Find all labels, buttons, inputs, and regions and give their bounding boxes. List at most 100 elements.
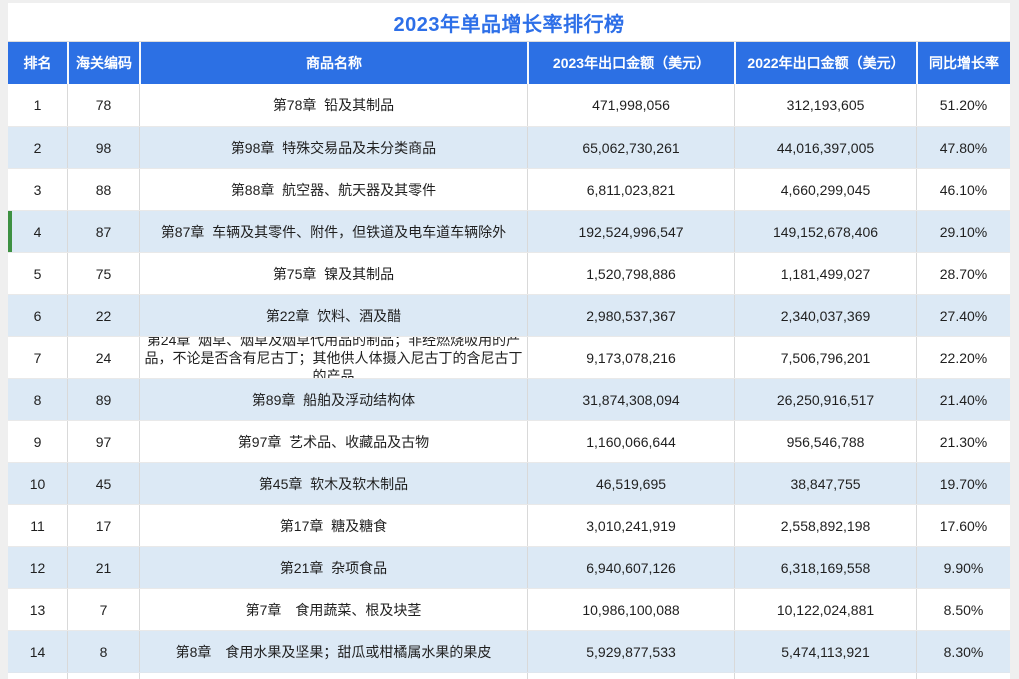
table-body: 1 78 第78章 铅及其制品 471,998,056 312,193,605 51.20…: [8, 84, 1010, 672]
ranking-table-panel: 2023年单品增长率排行榜 排名 海关编码 商品名称 2023年出口金额（美元）…: [8, 3, 1010, 679]
table-row[interactable]: 8 89 第89章 船舶及浮动结构体 31,874,308,094 26,250,916…: [8, 378, 1010, 420]
cell-yoy-growth: 27.40%: [916, 295, 1010, 336]
cell-export-2023: 3,010,241,919: [527, 505, 734, 546]
cell-export-2023: 192,524,996,547: [527, 211, 734, 252]
cell-rank: 7: [33, 349, 42, 366]
cell-hs-code: 22: [67, 295, 139, 336]
table-row[interactable]: 9 97 第97章 艺术品、收藏品及古物 1,160,066,644 956,546,7…: [8, 420, 1010, 462]
cell-rank: 4: [33, 223, 42, 240]
cell-export-2023: 65,062,730,261: [527, 127, 734, 168]
cell-yoy-growth: 21.30%: [916, 421, 1010, 462]
cell-rank: 5: [33, 265, 42, 282]
cell-product-name: 第45章 软木及软木制品: [139, 463, 527, 504]
cell-export-2022: 956,546,788: [734, 421, 916, 462]
cell-hs-code: 7: [67, 589, 139, 630]
cell-export-2022: 26,250,916,517: [734, 379, 916, 420]
cell-yoy-growth: 47.80%: [916, 127, 1010, 168]
cell-export-2022: 1,181,499,027: [734, 253, 916, 294]
cell-export-2023: 5,929,877,533: [527, 631, 734, 672]
cell-product-name: 第78章 铅及其制品: [139, 84, 527, 126]
cell-export-2022: 10,122,024,881: [734, 589, 916, 630]
cell-product-name: 第7章 食用蔬菜、根及块茎: [139, 589, 527, 630]
cell-yoy-growth: 22.20%: [916, 337, 1010, 378]
cell-rank: 10: [29, 475, 46, 492]
partial-cell: [916, 673, 1010, 679]
cell-rank: 6: [33, 307, 42, 324]
cell-product-name: 第97章 艺术品、收藏品及古物: [139, 421, 527, 462]
cell-yoy-growth: 19.70%: [916, 463, 1010, 504]
header-hs-code: 海关编码: [67, 42, 139, 84]
cell-export-2022: 7,506,796,201: [734, 337, 916, 378]
page-title: 2023年单品增长率排行榜: [393, 13, 625, 36]
cell-export-2022: 44,016,397,005: [734, 127, 916, 168]
table-row[interactable]: 12 21 第21章 杂项食品 6,940,607,126 6,318,169,558 9…: [8, 546, 1010, 588]
table-row[interactable]: 11 17 第17章 糖及糖食 3,010,241,919 2,558,892,198 1…: [8, 504, 1010, 546]
cell-rank: 1: [33, 97, 42, 113]
partial-next-row: [8, 672, 1010, 679]
cell-export-2023: 31,874,308,094: [527, 379, 734, 420]
cell-export-2023: 6,940,607,126: [527, 547, 734, 588]
table-row[interactable]: 13 7 第7章 食用蔬菜、根及块茎 10,986,100,088 10,122,024…: [8, 588, 1010, 630]
cell-export-2023: 1,520,798,886: [527, 253, 734, 294]
cell-export-2022: 4,660,299,045: [734, 169, 916, 210]
cell-rank: 9: [33, 433, 42, 450]
cell-product-name: 第24章 烟草、烟草及烟草代用品的制品；非经燃烧吸用的产品，不论是否含有尼古丁；…: [139, 337, 527, 378]
cell-product-name: 第21章 杂项食品: [139, 547, 527, 588]
cell-export-2023: 6,811,023,821: [527, 169, 734, 210]
cell-yoy-growth: 28.70%: [916, 253, 1010, 294]
cell-rank: 12: [29, 559, 46, 576]
cell-rank: 8: [33, 391, 42, 408]
cell-product-name: 第88章 航空器、航天器及其零件: [139, 169, 527, 210]
cell-hs-code: 8: [67, 631, 139, 672]
cell-export-2022: 6,318,169,558: [734, 547, 916, 588]
table-row[interactable]: 10 45 第45章 软木及软木制品 46,519,695 38,847,755 19.7…: [8, 462, 1010, 504]
cell-export-2022: 312,193,605: [734, 84, 916, 126]
header-export-2022: 2022年出口金额（美元）: [734, 42, 916, 84]
partial-cell: [8, 673, 67, 679]
cell-rank: 2: [33, 139, 42, 156]
table-row[interactable]: 5 75 第75章 镍及其制品 1,520,798,886 1,181,499,027 2…: [8, 252, 1010, 294]
cell-hs-code: 75: [67, 253, 139, 294]
cell-export-2022: 5,474,113,921: [734, 631, 916, 672]
cell-hs-code: 88: [67, 169, 139, 210]
cell-export-2022: 2,340,037,369: [734, 295, 916, 336]
cell-hs-code: 89: [67, 379, 139, 420]
cell-product-name: 第22章 饮料、酒及醋: [139, 295, 527, 336]
cell-export-2022: 38,847,755: [734, 463, 916, 504]
table-row[interactable]: 6 22 第22章 饮料、酒及醋 2,980,537,367 2,340,037,369…: [8, 294, 1010, 336]
cell-export-2022: 2,558,892,198: [734, 505, 916, 546]
header-export-2023: 2023年出口金额（美元）: [527, 42, 734, 84]
cell-hs-code: 98: [67, 127, 139, 168]
table-row[interactable]: 7 24 第24章 烟草、烟草及烟草代用品的制品；非经燃烧吸用的产品，不论是否含有尼…: [8, 336, 1010, 378]
partial-cell: [67, 673, 139, 679]
cell-export-2023: 471,998,056: [527, 84, 734, 126]
table-row[interactable]: 3 88 第88章 航空器、航天器及其零件 6,811,023,821 4,660,29…: [8, 168, 1010, 210]
partial-cell: [139, 673, 527, 679]
cell-hs-code: 97: [67, 421, 139, 462]
table-row[interactable]: 1 78 第78章 铅及其制品 471,998,056 312,193,605 51.20…: [8, 84, 1010, 126]
cell-yoy-growth: 9.90%: [916, 547, 1010, 588]
table-header-row: 排名 海关编码 商品名称 2023年出口金额（美元） 2022年出口金额（美元）…: [8, 42, 1010, 84]
cell-hs-code: 87: [67, 211, 139, 252]
header-rank: 排名: [23, 55, 52, 71]
cell-product-name: 第89章 船舶及浮动结构体: [139, 379, 527, 420]
header-yoy-growth: 同比增长率: [916, 42, 1010, 84]
title-bar: 2023年单品增长率排行榜: [8, 3, 1010, 42]
cell-export-2023: 2,980,537,367: [527, 295, 734, 336]
cell-yoy-growth: 46.10%: [916, 169, 1010, 210]
table-row[interactable]: 2 98 第98章 特殊交易品及未分类商品 65,062,730,261 44,016,…: [8, 126, 1010, 168]
cell-rank: 11: [30, 517, 45, 534]
cell-hs-code: 21: [67, 547, 139, 588]
cell-product-name: 第87章 车辆及其零件、附件，但铁道及电车道车辆除外: [139, 211, 527, 252]
cell-hs-code: 17: [67, 505, 139, 546]
cell-yoy-growth: 8.30%: [916, 631, 1010, 672]
table-row[interactable]: 14 8 第8章 食用水果及坚果；甜瓜或柑橘属水果的果皮 5,929,877,533 5…: [8, 630, 1010, 672]
table-row[interactable]: 4 87 第87章 车辆及其零件、附件，但铁道及电车道车辆除外 192,524,996…: [8, 210, 1010, 252]
header-product-name: 商品名称: [139, 42, 527, 84]
cell-product-name: 第17章 糖及糖食: [139, 505, 527, 546]
cell-product-name: 第8章 食用水果及坚果；甜瓜或柑橘属水果的果皮: [139, 631, 527, 672]
cell-yoy-growth: 29.10%: [916, 211, 1010, 252]
cell-rank: 3: [33, 181, 42, 198]
cell-yoy-growth: 17.60%: [916, 505, 1010, 546]
